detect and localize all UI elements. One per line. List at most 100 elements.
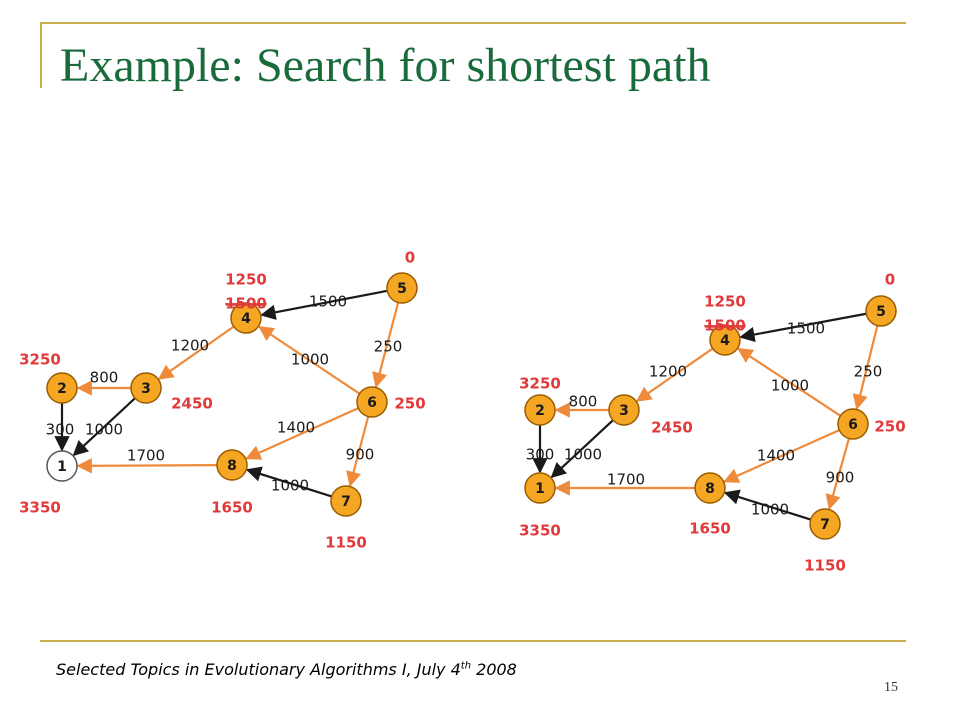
- edge-weight-6-8: 1400: [757, 447, 795, 465]
- edge-weight-8-1: 1700: [127, 447, 165, 465]
- node-label-5: 5: [876, 304, 886, 320]
- edge-weight-2-1: 300: [526, 446, 555, 464]
- header-side-rule: [40, 22, 42, 88]
- distance-label-5: 0: [885, 271, 895, 289]
- edge-weight-5-4: 1500: [309, 293, 347, 311]
- edge-6-4: [737, 347, 842, 417]
- node-label-3: 3: [619, 403, 629, 419]
- node-2: [524, 394, 556, 426]
- node-7: [809, 508, 841, 540]
- distance-label-2: 3250: [519, 375, 561, 393]
- node-label-6: 6: [367, 395, 377, 411]
- footer-rule: [40, 640, 906, 642]
- page-number: 15: [884, 680, 898, 695]
- edge-weight-6-4: 1000: [771, 377, 809, 395]
- edge-8-1: [76, 458, 218, 474]
- footer-main: Selected Topics in Evolutionary Algorith…: [56, 660, 461, 679]
- footer-text: Selected Topics in Evolutionary Algorith…: [56, 660, 517, 679]
- edge-5-4: [260, 289, 388, 320]
- node-label-8: 8: [227, 458, 237, 474]
- node-4: [230, 302, 262, 334]
- node-8: [216, 449, 248, 481]
- edge-weight-3-1: 1000: [85, 421, 123, 439]
- distance-label-2: 3250: [19, 351, 61, 369]
- edge-weight-6-8: 1400: [277, 419, 315, 437]
- distance-label-3: 2450: [651, 419, 693, 437]
- edge-weight-4-3: 1200: [171, 337, 209, 355]
- node-6: [356, 386, 388, 418]
- struck-distance-label-4: 1500: [225, 295, 267, 313]
- footer-year: 2008: [471, 660, 517, 679]
- node-1: [46, 450, 78, 482]
- edge-weight-8-1: 1700: [607, 471, 645, 489]
- node-8: [694, 472, 726, 504]
- distance-label-3: 2450: [171, 395, 213, 413]
- edge-weight-3-2: 800: [569, 393, 598, 411]
- distance-label-4: 1250: [704, 293, 746, 311]
- edge-weight-2-1: 300: [46, 421, 75, 439]
- node-label-1: 1: [57, 459, 67, 475]
- node-label-4: 4: [720, 333, 730, 349]
- node-7: [330, 485, 362, 517]
- node-label-2: 2: [535, 403, 545, 419]
- edge-5-6: [372, 302, 400, 389]
- distance-label-6: 250: [394, 395, 425, 413]
- edge-weight-5-6: 250: [374, 338, 403, 356]
- distance-label-7: 1150: [325, 534, 367, 552]
- edge-weight-4-3: 1200: [649, 363, 687, 381]
- node-label-7: 7: [820, 517, 830, 533]
- node-label-1: 1: [535, 481, 545, 497]
- node-3: [130, 372, 162, 404]
- edge-weight-5-6: 250: [854, 363, 883, 381]
- header-rule: [40, 22, 906, 24]
- edge-7-8: [245, 466, 333, 498]
- edge-6-7: [825, 438, 851, 511]
- distance-label-7: 1150: [804, 557, 846, 575]
- edge-weight-6-4: 1000: [291, 351, 329, 369]
- slide-title: Example: Search for shortest path: [60, 39, 711, 92]
- edge-5-4: [739, 312, 867, 343]
- struck-distance-label-4: 1500: [704, 317, 746, 335]
- edge-7-8: [723, 489, 812, 521]
- node-6: [837, 408, 869, 440]
- distance-label-1: 3350: [19, 499, 61, 517]
- edge-6-8: [245, 407, 359, 460]
- edge-6-7: [346, 416, 370, 488]
- distance-label-1: 3350: [519, 522, 561, 540]
- distance-label-4: 1250: [225, 271, 267, 289]
- node-2: [46, 372, 78, 404]
- edge-weight-6-7: 900: [346, 446, 375, 464]
- footer-superscript: th: [460, 660, 472, 672]
- edge-4-3: [157, 325, 235, 380]
- edge-4-3: [635, 347, 714, 402]
- edge-weight-3-2: 800: [90, 369, 119, 387]
- distance-label-8: 1650: [211, 499, 253, 517]
- distance-label-8: 1650: [689, 520, 731, 538]
- edge-weight-5-4: 1500: [787, 320, 825, 338]
- node-4: [709, 324, 741, 356]
- distance-label-6: 250: [874, 418, 905, 436]
- node-3: [608, 394, 640, 426]
- node-5: [865, 295, 897, 327]
- edge-3-1: [550, 419, 614, 479]
- edge-6-8: [723, 429, 840, 483]
- edge-weight-7-8: 1000: [751, 501, 789, 519]
- node-5: [386, 272, 418, 304]
- edge-weight-7-8: 1000: [271, 477, 309, 495]
- node-label-8: 8: [705, 481, 715, 497]
- edge-3-1: [72, 397, 136, 457]
- edge-6-4: [258, 325, 361, 395]
- distance-label-5: 0: [405, 249, 415, 267]
- node-label-7: 7: [341, 494, 351, 510]
- edge-5-6: [852, 325, 879, 410]
- node-1: [524, 472, 556, 504]
- node-label-2: 2: [57, 381, 67, 397]
- node-label-4: 4: [241, 311, 251, 327]
- node-label-5: 5: [397, 281, 407, 297]
- edge-weight-3-1: 1000: [564, 446, 602, 464]
- node-label-6: 6: [848, 417, 858, 433]
- node-label-3: 3: [141, 381, 151, 397]
- edge-weight-6-7: 900: [826, 469, 855, 487]
